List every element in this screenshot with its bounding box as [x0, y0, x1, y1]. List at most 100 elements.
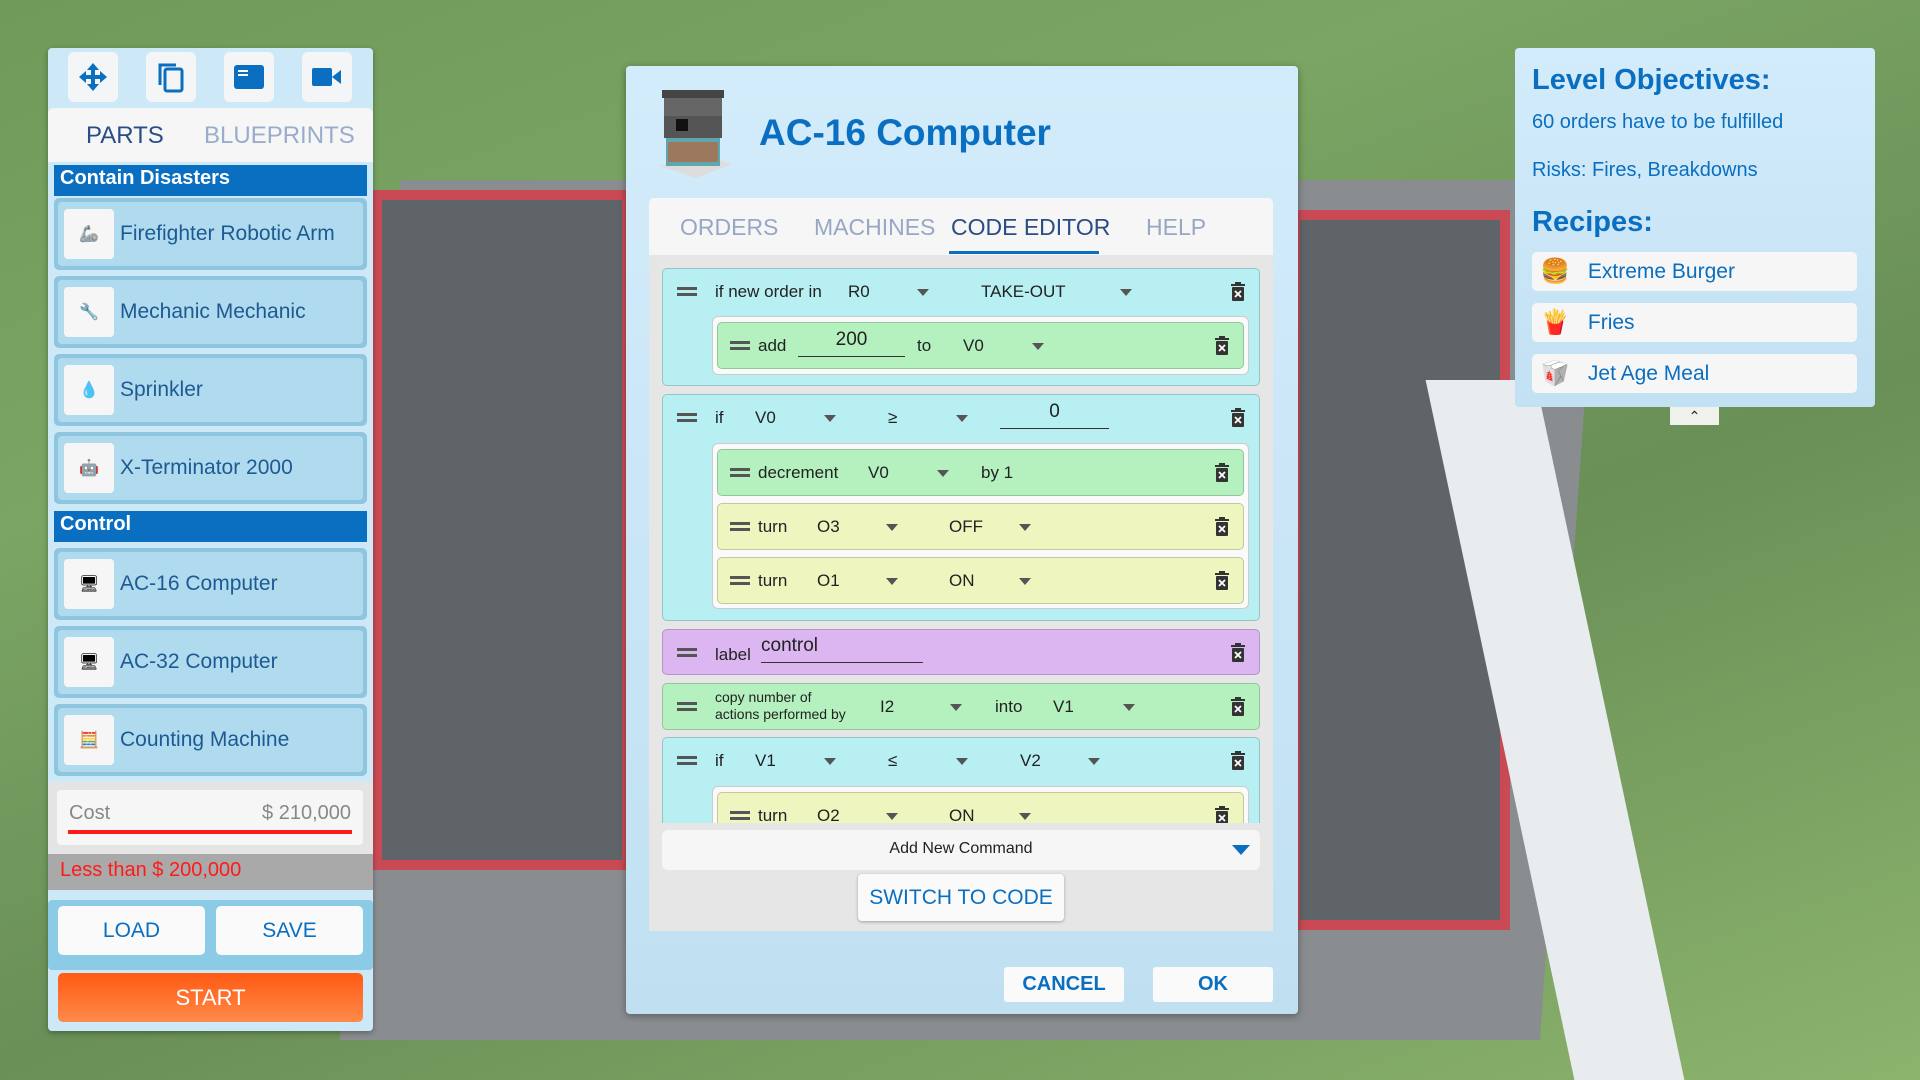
- drag-handle-icon[interactable]: [677, 702, 697, 711]
- tab-code-editor[interactable]: CODE EDITOR: [951, 214, 1111, 240]
- part-counting-machine[interactable]: 🧮 Counting Machine: [54, 704, 367, 776]
- delete-icon[interactable]: [1231, 697, 1245, 716]
- dialog-tabs: ORDERS MACHINES CODE EDITOR HELP: [649, 198, 1273, 255]
- delete-icon[interactable]: [1215, 806, 1229, 823]
- output-dropdown[interactable]: O1: [817, 571, 840, 590]
- cost-label: Cost: [69, 802, 111, 824]
- chevron-down-icon[interactable]: [1088, 758, 1100, 765]
- objective-text: 60 orders have to be fulfilled: [1532, 111, 1784, 133]
- nested-commands: add 200 to V0: [712, 316, 1249, 375]
- if-compare-block: if V0 ≥ 0 decrement V0 by 1 turn O3 OFF …: [662, 394, 1260, 621]
- part-mechanic-mechanic[interactable]: 🔧 Mechanic Mechanic: [54, 276, 367, 348]
- chevron-down-icon[interactable]: [1019, 578, 1031, 585]
- chevron-down-icon[interactable]: [1019, 524, 1031, 531]
- operator-dropdown[interactable]: ≤: [888, 751, 898, 770]
- order-type-dropdown[interactable]: TAKE-OUT: [981, 282, 1066, 301]
- tab-machines[interactable]: MACHINES: [814, 214, 936, 240]
- tab-help[interactable]: HELP: [1146, 214, 1207, 240]
- output-dropdown[interactable]: O3: [817, 517, 840, 536]
- operator-dropdown[interactable]: ≥: [888, 408, 898, 427]
- variable-dropdown[interactable]: V0: [755, 408, 776, 427]
- budget-warning: Less than $ 200,000: [48, 854, 373, 890]
- drag-handle-icon[interactable]: [730, 341, 750, 350]
- chevron-down-icon[interactable]: [956, 415, 968, 422]
- variable-dropdown[interactable]: V0: [963, 336, 984, 355]
- part-x-terminator[interactable]: 🤖 X-Terminator 2000: [54, 432, 367, 504]
- delete-icon[interactable]: [1231, 643, 1245, 662]
- code-list[interactable]: if new order in R0 TAKE-OUT add 200 to V…: [649, 255, 1273, 823]
- x-terminator-icon: 🤖: [64, 443, 114, 493]
- chevron-down-icon[interactable]: [956, 758, 968, 765]
- window-tool-button[interactable]: [224, 52, 274, 102]
- drag-handle-icon[interactable]: [677, 287, 697, 296]
- variable-dropdown[interactable]: V2: [1020, 751, 1041, 770]
- chevron-down-icon[interactable]: [950, 704, 962, 711]
- command-text: into: [995, 697, 1023, 716]
- part-ac-32-computer[interactable]: 🖥 AC-32 Computer: [54, 626, 367, 698]
- add-new-command-dropdown[interactable]: Add New Command: [662, 830, 1260, 870]
- collapse-panel-button[interactable]: ⌃: [1670, 407, 1719, 425]
- delete-icon[interactable]: [1231, 282, 1245, 301]
- command-text: if new order in: [715, 282, 822, 301]
- tab-orders[interactable]: ORDERS: [680, 214, 779, 240]
- chevron-down-icon[interactable]: [886, 578, 898, 585]
- chevron-down-icon[interactable]: [886, 813, 898, 820]
- delete-icon[interactable]: [1215, 336, 1229, 355]
- drag-handle-icon[interactable]: [677, 413, 697, 422]
- chevron-up-icon: ⌃: [1688, 407, 1701, 424]
- input-dropdown[interactable]: I2: [880, 697, 895, 716]
- tab-parts[interactable]: PARTS: [86, 122, 164, 149]
- delete-icon[interactable]: [1231, 408, 1245, 427]
- part-firefighter-robotic-arm[interactable]: 🦾 Firefighter Robotic Arm: [54, 198, 367, 270]
- drag-handle-icon[interactable]: [677, 756, 697, 765]
- variable-dropdown[interactable]: V1: [755, 751, 776, 770]
- drag-handle-icon[interactable]: [730, 468, 750, 477]
- command-text: turn: [758, 806, 788, 823]
- output-dropdown[interactable]: O2: [817, 806, 840, 823]
- state-dropdown[interactable]: ON: [949, 571, 975, 590]
- state-dropdown[interactable]: OFF: [949, 517, 983, 536]
- load-button[interactable]: LOAD: [58, 906, 205, 955]
- chevron-down-icon[interactable]: [886, 524, 898, 531]
- drag-handle-icon[interactable]: [677, 648, 697, 657]
- start-button[interactable]: START: [58, 973, 363, 1022]
- chevron-down-icon[interactable]: [824, 415, 836, 422]
- computer-icon: 🖥: [64, 559, 114, 609]
- switch-to-code-button[interactable]: SWITCH TO CODE: [858, 874, 1064, 921]
- robotic-arm-icon: 🦾: [64, 209, 114, 259]
- tab-blueprints[interactable]: BLUEPRINTS: [204, 122, 355, 149]
- ok-button[interactable]: OK: [1153, 967, 1273, 1002]
- add-value-input[interactable]: 200: [798, 329, 905, 357]
- register-dropdown[interactable]: R0: [848, 282, 870, 301]
- move-tool-button[interactable]: [68, 52, 118, 102]
- category-control: Control: [54, 511, 367, 542]
- cost-over-budget-bar: [68, 830, 352, 834]
- drag-handle-icon[interactable]: [730, 522, 750, 531]
- part-sprinkler[interactable]: 💧 Sprinkler: [54, 354, 367, 426]
- part-ac-16-computer[interactable]: 🖥 AC-16 Computer: [54, 548, 367, 620]
- state-dropdown[interactable]: ON: [949, 806, 975, 823]
- chevron-down-icon[interactable]: [824, 758, 836, 765]
- cancel-button[interactable]: CANCEL: [1004, 967, 1124, 1002]
- save-button[interactable]: SAVE: [216, 906, 363, 955]
- chevron-down-icon[interactable]: [1123, 704, 1135, 711]
- chevron-down-icon[interactable]: [1120, 289, 1132, 296]
- drag-handle-icon[interactable]: [730, 811, 750, 820]
- drag-handle-icon[interactable]: [730, 576, 750, 585]
- chevron-down-icon[interactable]: [917, 289, 929, 296]
- variable-dropdown[interactable]: V0: [868, 463, 889, 482]
- variable-dropdown[interactable]: V1: [1053, 697, 1074, 716]
- computer-icon: [656, 86, 734, 181]
- delete-icon[interactable]: [1231, 751, 1245, 770]
- delete-icon[interactable]: [1215, 517, 1229, 536]
- delete-icon[interactable]: [1215, 463, 1229, 482]
- label-name-input[interactable]: control: [761, 635, 923, 663]
- chevron-down-icon[interactable]: [937, 470, 949, 477]
- chevron-down-icon[interactable]: [1032, 343, 1044, 350]
- delete-icon[interactable]: [1215, 571, 1229, 590]
- chevron-down-icon[interactable]: [1019, 813, 1031, 820]
- camera-tool-button[interactable]: [302, 52, 352, 102]
- command-text: turn: [758, 517, 788, 536]
- copy-tool-button[interactable]: [146, 52, 196, 102]
- compare-value-input[interactable]: 0: [1000, 401, 1109, 429]
